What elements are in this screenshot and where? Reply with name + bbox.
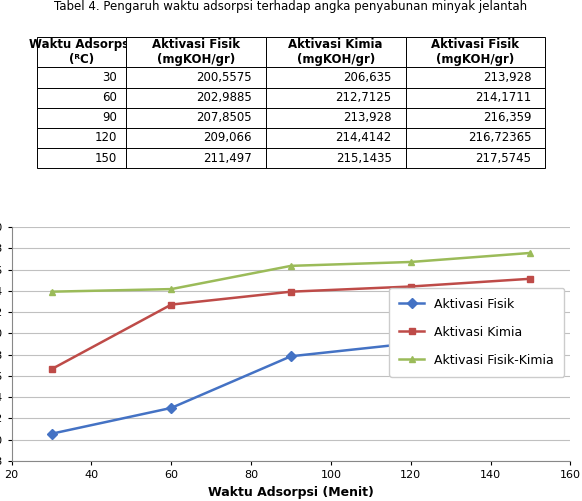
Aktivasi Kimia — [288, 289, 294, 295]
Aktivasi Kimia — [527, 276, 534, 282]
Aktivasi Kimia — [168, 302, 175, 308]
Aktivasi Kimia — [48, 366, 55, 372]
Aktivasi Fisik — [407, 340, 414, 346]
Aktivasi Fisik — [527, 315, 534, 321]
Line: Aktivasi Fisik-Kimia: Aktivasi Fisik-Kimia — [48, 249, 534, 295]
Aktivasi Fisik-Kimia — [288, 263, 294, 269]
Line: Aktivasi Kimia: Aktivasi Kimia — [48, 275, 534, 373]
Line: Aktivasi Fisik: Aktivasi Fisik — [48, 314, 534, 437]
Text: Tabel 4. Pengaruh waktu adsorpsi terhadap angka penyabunan minyak jelantah: Tabel 4. Pengaruh waktu adsorpsi terhada… — [55, 1, 527, 14]
Aktivasi Fisik-Kimia — [168, 286, 175, 292]
Legend: Aktivasi Fisik, Aktivasi Kimia, Aktivasi Fisik-Kimia: Aktivasi Fisik, Aktivasi Kimia, Aktivasi… — [389, 288, 564, 377]
Aktivasi Kimia — [407, 284, 414, 290]
Aktivasi Fisik-Kimia — [407, 259, 414, 265]
X-axis label: Waktu Adsorpsi (Menit): Waktu Adsorpsi (Menit) — [208, 485, 374, 498]
Aktivasi Fisik-Kimia — [48, 289, 55, 295]
Aktivasi Fisik-Kimia — [527, 250, 534, 256]
Aktivasi Fisik — [168, 405, 175, 411]
Aktivasi Fisik — [288, 353, 294, 359]
Aktivasi Fisik — [48, 431, 55, 437]
